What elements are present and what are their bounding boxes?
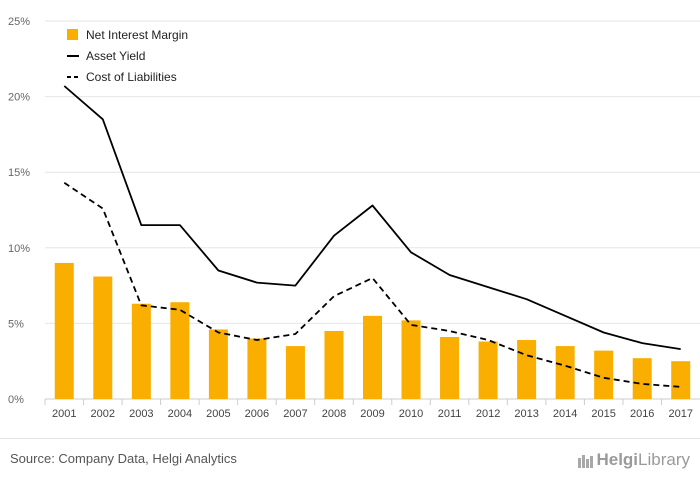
library-icon — [578, 455, 594, 468]
x-tick-label: 2003 — [129, 408, 153, 420]
footer: Source: Company Data, Helgi Analytics He… — [0, 438, 700, 484]
bar — [208, 329, 228, 399]
x-tick-label: 2014 — [553, 408, 577, 420]
logo-text: HelgiLibrary — [596, 450, 690, 469]
x-tick-label: 2007 — [283, 408, 307, 420]
x-tick-label: 2016 — [630, 408, 654, 420]
chart-area: 0% 5% 10% 15% 20% 25% 2001 2002 2003 2004 2005 2006… — [8, 16, 700, 420]
helgi-library-logo[interactable]: HelgiLibrary — [576, 447, 690, 473]
x-tick-label: 2001 — [52, 408, 76, 420]
legend-item: Net Interest Margin — [67, 28, 188, 42]
x-tick-label: 2010 — [399, 408, 423, 420]
bar — [285, 346, 305, 399]
x-tick-label: 2005 — [206, 408, 230, 420]
x-tick-label: 2017 — [668, 408, 692, 420]
bar — [401, 320, 421, 399]
bar — [555, 346, 575, 399]
y-tick-label: 25% — [8, 16, 30, 28]
x-tick-label: 2011 — [438, 408, 462, 420]
bar — [93, 276, 113, 399]
x-tick-label: 2013 — [514, 408, 538, 420]
x-tick-label: 2004 — [168, 408, 192, 420]
x-tick-label: 2002 — [91, 408, 115, 420]
source-note: Source: Company Data, Helgi Analytics — [10, 451, 237, 466]
bar — [324, 330, 344, 399]
x-tick-label: 2009 — [360, 408, 384, 420]
legend-swatch — [67, 29, 78, 40]
bar — [54, 262, 74, 399]
bar — [671, 361, 691, 399]
cost-of-liabilities-line — [63, 182, 681, 388]
bar — [632, 358, 652, 399]
bar — [594, 350, 614, 399]
asset-yield-line — [63, 85, 681, 350]
y-tick-label: 0% — [8, 394, 24, 406]
bar — [440, 337, 460, 399]
bar — [363, 315, 382, 399]
legend-label: Net Interest Margin — [86, 28, 188, 42]
legend-item: Cost of Liabilities — [67, 70, 177, 84]
x-tick-label: 2006 — [245, 408, 269, 420]
legend-label: Asset Yield — [86, 49, 145, 63]
y-tick-label: 10% — [8, 243, 30, 255]
y-tick-label: 5% — [8, 318, 24, 330]
y-tick-label: 20% — [8, 92, 30, 104]
bar — [247, 338, 267, 399]
legend-item: Asset Yield — [67, 49, 145, 63]
y-tick-label: 15% — [8, 167, 30, 179]
bar — [478, 341, 498, 399]
x-tick-label: 2012 — [476, 408, 500, 420]
bar — [170, 302, 190, 399]
legend-label: Cost of Liabilities — [86, 70, 177, 84]
x-tick-label: 2008 — [322, 408, 346, 420]
bar — [517, 340, 537, 399]
x-tick-label: 2015 — [591, 408, 615, 420]
bar — [131, 303, 151, 399]
